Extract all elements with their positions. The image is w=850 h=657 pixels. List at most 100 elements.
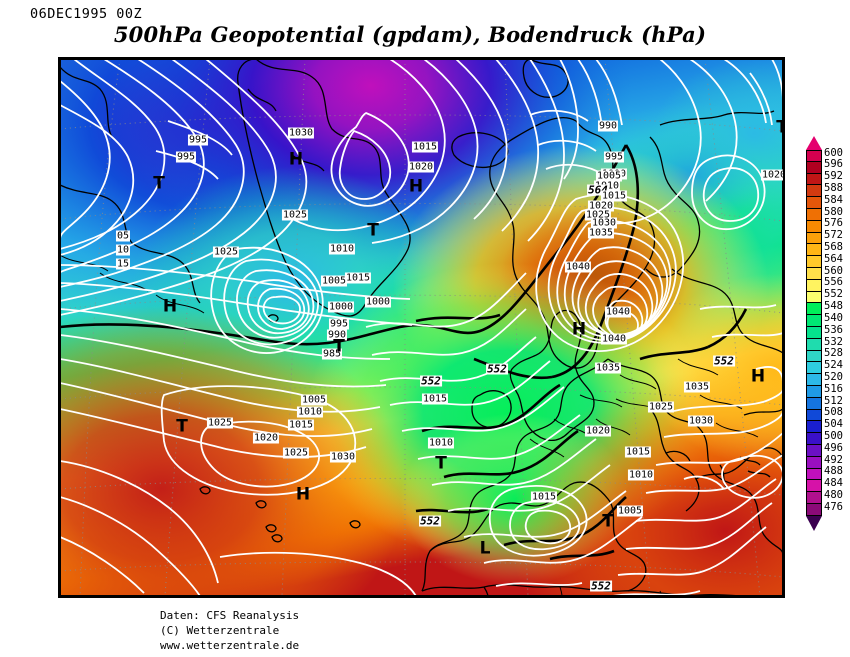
- isobar-contour-label: 1005: [320, 275, 348, 287]
- colorbar-tick: 484: [824, 477, 843, 490]
- isobar-contour-label: 1005: [595, 170, 623, 182]
- colorbar-tick: 580: [824, 205, 843, 218]
- colorbar-tick: 532: [824, 335, 843, 348]
- colorbar-cell: [806, 244, 822, 257]
- colorbar-cell: [806, 315, 822, 327]
- colorbar-scale: [806, 150, 822, 516]
- isobar-contour-label: 1015: [411, 141, 439, 153]
- isobar-contour-label: 1000: [364, 296, 392, 308]
- colorbar-tick: 556: [824, 276, 843, 289]
- footer-credits: Daten: CFS Reanalysis (C) Wetterzentrale…: [160, 608, 299, 653]
- colorbar-cell: [806, 197, 822, 209]
- colorbar-tick: 592: [824, 170, 843, 183]
- isobar-contour-label: 1025: [206, 417, 234, 429]
- isobar-contour-label: 1035: [587, 227, 615, 239]
- high-pressure-center: H: [162, 296, 178, 317]
- colorbar-tick: 596: [824, 158, 843, 171]
- isobar-contour-label: 1020: [252, 432, 280, 444]
- low-pressure-center: T: [176, 416, 188, 437]
- isobar-contour-label: 1020: [587, 200, 615, 212]
- isobar-contour-label: 1015: [344, 272, 372, 284]
- colorbar-tick: 476: [824, 500, 843, 513]
- colorbar-tick: 488: [824, 465, 843, 478]
- colorbar-tick: 576: [824, 217, 843, 230]
- isobar-contour-label: 1020: [407, 161, 435, 173]
- colorbar-tick: 512: [824, 394, 843, 407]
- low-pressure-center: L: [479, 538, 491, 559]
- isobar-contour-label: 1005: [300, 394, 328, 406]
- isobar-contour-label: 1030: [329, 451, 357, 463]
- colorbar-cell: [806, 256, 822, 268]
- isobar-contour-label: 985: [321, 348, 343, 360]
- colorbar-cell: [806, 232, 822, 245]
- isobar-contour-label: 1015: [600, 190, 628, 202]
- isobar-contour-label: 1020: [760, 169, 783, 181]
- isobar-contour-label: 1025: [584, 209, 612, 221]
- colorbar-tick: 496: [824, 441, 843, 454]
- isobar-contour-label: 1040: [604, 306, 632, 318]
- colorbar-cell: [806, 421, 822, 434]
- isobar-contour-label: 995: [187, 134, 209, 146]
- isobar-contour-label: 1030: [687, 415, 715, 427]
- colorbar-tick: 504: [824, 418, 843, 431]
- colorbar-tick: 548: [824, 300, 843, 313]
- colorbar-tick: 560: [824, 264, 843, 277]
- isobar-contour-label: 1005: [616, 505, 644, 517]
- isobar-contour-label: 1015: [530, 491, 558, 503]
- colorbar-cell: [806, 385, 822, 398]
- map-canvas[interactable]: 995 995 1030 1025 1025 05 10 15 1015 1020 1010 1015…: [58, 57, 785, 598]
- colorbar-tick: 492: [824, 453, 843, 466]
- isobar-contour-label: 1000: [327, 301, 355, 313]
- colorbar-arrow-bottom: [806, 516, 822, 531]
- colorbar-cell: [806, 150, 822, 162]
- colorbar-tick: 528: [824, 347, 843, 360]
- footer-line-copyright: (C) Wetterzentrale: [160, 624, 280, 637]
- high-pressure-center: H: [288, 149, 304, 170]
- footer-line-website[interactable]: www.wetterzentrale.de: [160, 639, 300, 652]
- isobar-contour-label: 1030: [590, 217, 618, 229]
- high-pressure-center: H: [408, 176, 424, 197]
- isobar-contour-label: 995: [328, 318, 350, 330]
- isobar-contour-label: 1025: [281, 209, 309, 221]
- colorbar-tick: 552: [824, 288, 843, 301]
- colorbar-cell: [806, 173, 822, 186]
- geopotential-contour-label: 552: [713, 354, 735, 368]
- colorbar-tick: 516: [824, 382, 843, 395]
- colorbar-cell: [806, 161, 822, 174]
- colorbar-cell: [806, 397, 822, 410]
- date-label: 06DEC1995 00Z: [30, 6, 143, 22]
- colorbar-cell: [806, 362, 822, 375]
- colorbar-cell: [806, 456, 822, 469]
- footer-line-data-source: Daten: CFS Reanalysis: [160, 609, 300, 622]
- isobar-contour-label: 1030: [287, 127, 315, 139]
- colorbar-cell: [806, 279, 822, 292]
- colorbar[interactable]: 600 596 592 588 584 580 576 572 568 564 560 556 552 5…: [800, 132, 850, 542]
- colorbar-tick: 524: [824, 359, 843, 372]
- low-pressure-center: T: [776, 119, 783, 137]
- isobar-contour-label: 1035: [683, 381, 711, 393]
- colorbar-cell: [806, 350, 822, 363]
- colorbar-cell: [806, 291, 822, 304]
- colorbar-tick: 540: [824, 311, 843, 324]
- isobar-contour-label: 1025: [282, 447, 310, 459]
- colorbar-tick: 588: [824, 182, 843, 195]
- colorbar-cell: [806, 468, 822, 481]
- geopotential-contour-label: 564: [587, 183, 609, 197]
- geopotential-contour-label: 552: [486, 362, 508, 376]
- colorbar-cell: [806, 267, 822, 280]
- isobar-contour-label: 1025: [647, 401, 675, 413]
- colorbar-cell: [806, 326, 822, 339]
- isobar-contour-label: 1025: [212, 246, 240, 258]
- isobar-contour-label: 1015: [624, 446, 652, 458]
- colorbar-tick: 508: [824, 406, 843, 419]
- colorbar-cell: [806, 303, 822, 316]
- geopotential-contour-label: 552: [420, 374, 442, 388]
- isobar-contour-label: 1010: [296, 406, 324, 418]
- isobar-contour-label: 990: [326, 329, 348, 341]
- isobar-contour-label: 05: [115, 230, 131, 242]
- isobar-contour-label: 995: [603, 151, 625, 163]
- isobar-contour-label: 1040: [564, 261, 592, 273]
- low-pressure-center: T: [367, 220, 379, 241]
- isobar-contour-label: 1010: [627, 469, 655, 481]
- isobar-contour-label: 1035: [594, 362, 622, 374]
